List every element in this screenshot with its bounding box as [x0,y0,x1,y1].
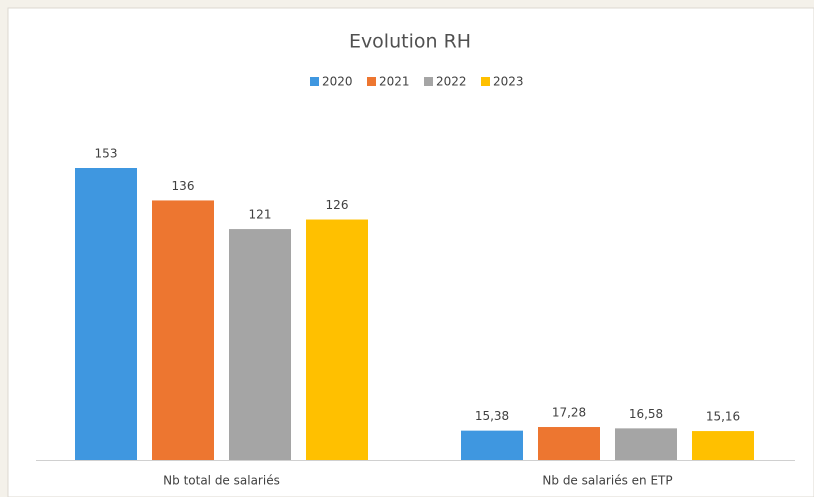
data-label: 15,16 [706,410,740,424]
legend-swatch [424,77,433,86]
chart-title: Evolution RH [349,31,471,53]
data-label: 121 [249,208,272,222]
bar [152,200,214,460]
data-label: 136 [172,179,195,193]
legend-label: 2022 [436,75,467,89]
bar [461,430,523,460]
legend-label: 2023 [493,75,524,89]
legend-label: 2020 [322,75,353,89]
legend-label: 2021 [379,75,410,89]
legend-swatch [367,77,376,86]
bar [615,428,677,460]
legend-swatch [481,77,490,86]
data-label: 17,28 [552,406,586,420]
bar [229,229,291,460]
bar [692,431,754,460]
bar [538,427,600,460]
data-label: 153 [95,147,118,161]
x-tick-label: Nb de salariés en ETP [542,474,672,488]
data-label: 15,38 [475,409,509,423]
data-label: 16,58 [629,407,663,421]
x-tick-label: Nb total de salariés [163,474,280,488]
chart-area [7,7,814,497]
bar [306,219,368,460]
data-label: 126 [326,198,349,212]
legend-swatch [310,77,319,86]
bar [75,168,137,460]
